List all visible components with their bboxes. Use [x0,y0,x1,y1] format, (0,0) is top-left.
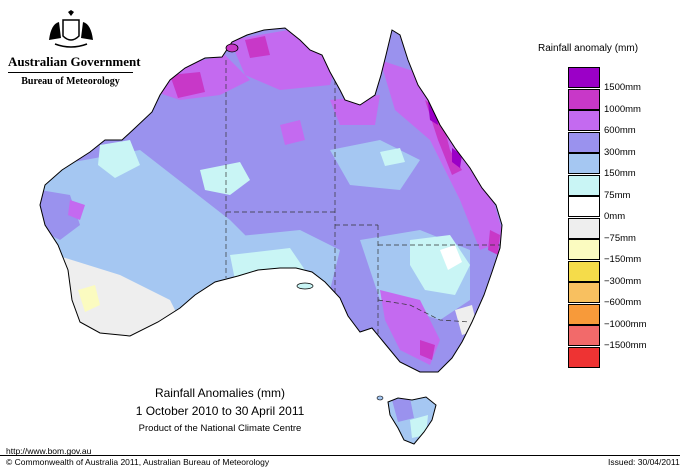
map-product-credit: Product of the National Climate Centre [138,423,302,434]
legend-label: 1000mm [604,103,641,115]
legend-swatch [568,260,600,282]
legend-label: 0mm [604,211,626,222]
footer-copyright: © Commonwealth of Australia 2011, Austra… [6,457,270,467]
legend-swatch [568,196,600,217]
legend-label: 150mm [604,168,636,179]
footer-url: http://www.bom.gov.au [6,446,92,456]
legend-swatch [568,67,600,88]
legend-swatch [568,110,600,131]
map-period: 1 October 2010 to 30 April 2011 [135,404,305,418]
legend-swatch [568,131,600,153]
coat-of-arms-icon [48,10,93,48]
legend-swatch [568,239,600,260]
map-title: Rainfall Anomalies (mm) [154,386,286,400]
legend-swatch [568,325,600,346]
legend-label: −600mm [604,297,642,308]
legend-label: −75mm [604,232,636,244]
legend-label: 600mm [604,125,636,136]
legend-label: 1500mm [604,82,641,93]
legend-label: 75mm [604,189,631,201]
legend-label: −1500mm [604,340,647,351]
government-title: Australian Government [8,54,141,73]
footer-divider [0,455,680,456]
legend-swatch [568,282,600,303]
legend-label: 300mm [604,146,636,158]
legend-swatch [568,88,600,110]
legend-swatch [568,217,600,239]
legend-label: −150mm [604,254,642,265]
legend-swatch [568,174,600,196]
legend-swatch [568,303,600,325]
bureau-title: Bureau of Meteorology [21,76,120,87]
legend-swatch [568,346,600,368]
legend-label: −1000mm [604,318,647,330]
legend-label: −300mm [604,275,642,287]
legend-swatch [568,153,600,174]
legend-title: Rainfall anomaly (mm) [538,43,639,54]
footer-issued-date: Issued: 30/04/2011 [608,457,680,467]
government-branding: Australian Government Bureau of Meteorol… [8,10,141,87]
